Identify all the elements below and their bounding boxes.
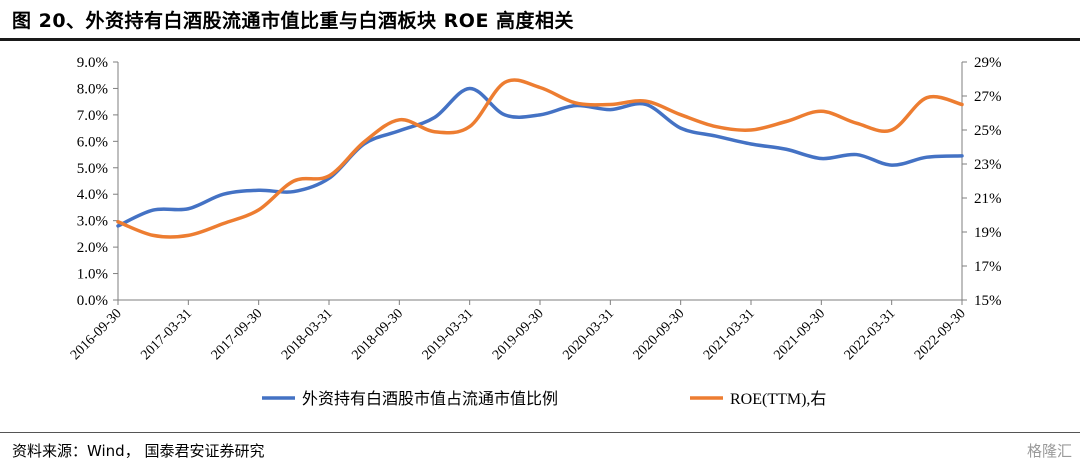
title-divider — [0, 38, 1080, 41]
x-tick-label: 2020-03-31 — [560, 306, 617, 363]
y-right-tick-label: 15% — [974, 293, 1002, 309]
y-left-tick-label: 2.0% — [77, 240, 108, 256]
source-note: 资料来源：Wind， 国泰君安证券研究 — [12, 442, 265, 460]
x-tick-label: 2020-09-30 — [631, 306, 688, 363]
legend-label: 外资持有白酒股市值占流通市值比例 — [302, 390, 558, 408]
x-tick-label: 2018-03-31 — [279, 306, 336, 363]
y-right-tick-label: 27% — [974, 89, 1002, 105]
x-tick-label: 2016-09-30 — [68, 306, 125, 363]
y-left-tick-label: 5.0% — [77, 161, 108, 177]
chart-series — [116, 78, 964, 239]
x-tick-label: 2022-03-31 — [842, 306, 899, 363]
x-tick-label: 2021-09-30 — [771, 306, 828, 363]
line-chart: 0.0% 1.0% 2.0% 3.0% 4.0% 5.0% 6.0% 7.0% 8.0% 9.0%… — [68, 55, 1001, 408]
x-tick-label: 2019-03-31 — [420, 306, 477, 363]
y-right-tick-label: 23% — [974, 157, 1002, 173]
y-right-tick-label: 21% — [974, 191, 1002, 207]
y-left-tick-label: 3.0% — [77, 214, 108, 230]
y-right-tick-label: 19% — [974, 225, 1002, 241]
y-left-tick-label: 7.0% — [77, 108, 108, 124]
footer-divider — [0, 432, 1080, 433]
x-tick-label: 2019-09-30 — [490, 306, 547, 363]
y-left-tick-label: 1.0% — [77, 267, 108, 283]
chart-legend: 外资持有白酒股市值占流通市值比例 ROE(TTM),右 — [262, 390, 826, 408]
page-title: 图 20、外资持有白酒股流通市值比重与白酒板块 ROE 高度相关 — [12, 10, 575, 32]
x-tick-label: 2022-09-30 — [912, 306, 969, 363]
y-left-tick-label: 6.0% — [77, 134, 108, 150]
y-left-tick-label: 0.0% — [77, 293, 108, 309]
y-left-tick-label: 8.0% — [77, 81, 108, 97]
series-roe-line — [116, 78, 964, 239]
y-right-tick-label: 17% — [974, 259, 1002, 275]
chart-axes: 0.0% 1.0% 2.0% 3.0% 4.0% 5.0% 6.0% 7.0% 8.0% 9.0%… — [68, 55, 1001, 363]
legend-label: ROE(TTM),右 — [730, 390, 826, 408]
x-tick-label: 2018-09-30 — [349, 306, 406, 363]
y-right-tick-label: 29% — [974, 55, 1002, 71]
x-tick-label: 2021-03-31 — [701, 306, 758, 363]
watermark: 格隆汇 — [1026, 442, 1072, 460]
y-left-tick-label: 9.0% — [77, 55, 108, 71]
y-left-tick-label: 4.0% — [77, 187, 108, 203]
y-right-tick-label: 25% — [974, 123, 1002, 139]
x-tick-label: 2017-03-31 — [138, 306, 195, 363]
series-foreign-holding-line — [116, 86, 964, 228]
x-tick-label: 2017-09-30 — [209, 306, 266, 363]
